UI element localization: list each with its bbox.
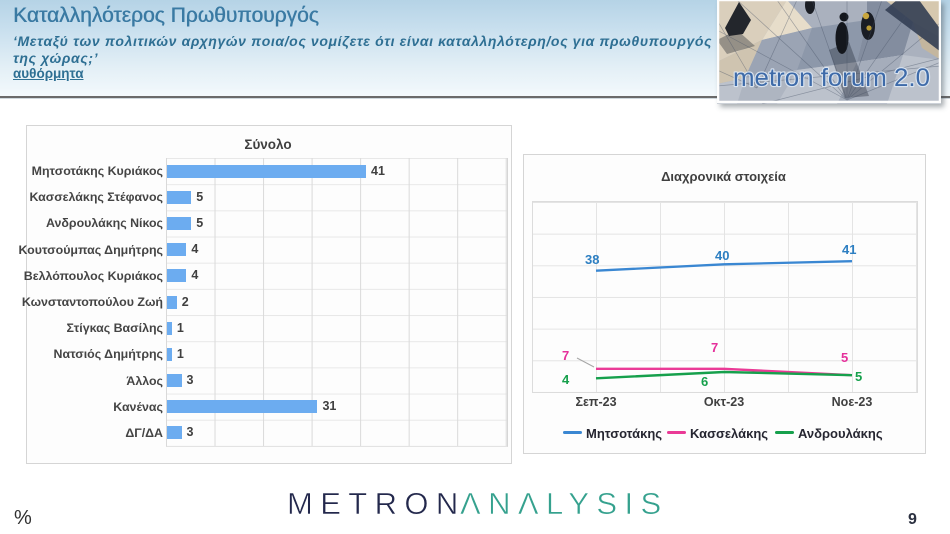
svg-text:metron forum 2.0: metron forum 2.0 [733, 64, 930, 92]
